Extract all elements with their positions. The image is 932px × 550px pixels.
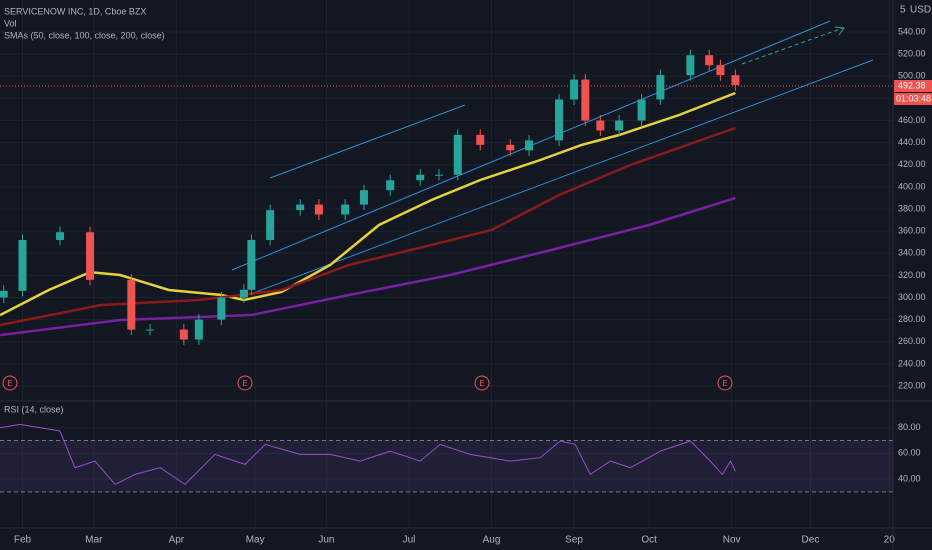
y-tick-label: 340.00 — [898, 248, 926, 258]
y-tick-label: 260.00 — [898, 336, 926, 346]
candle-body — [341, 204, 350, 215]
candle-body — [18, 239, 27, 291]
candle-body — [194, 319, 203, 340]
candle-body — [656, 75, 665, 100]
volume-legend: Vol — [4, 18, 17, 28]
y-tick-label: 40.00 — [898, 473, 921, 483]
candle-body — [239, 289, 248, 298]
earnings-label: E — [242, 379, 247, 388]
x-tick-label: Aug — [483, 535, 501, 546]
earnings-label: E — [479, 379, 484, 388]
y-tick-label: 400.00 — [898, 181, 926, 191]
y-tick-label: 220.00 — [898, 380, 926, 390]
earnings-marker — [474, 375, 490, 391]
candle-body — [525, 140, 534, 151]
candle-body — [56, 232, 65, 240]
last-price-badge — [894, 80, 932, 92]
x-tick-label: May — [246, 535, 265, 546]
x-tick-label: 20 — [884, 535, 896, 546]
y-tick-label: 500.00 — [898, 71, 926, 81]
candle-body — [359, 190, 368, 205]
x-tick-label: Oct — [641, 535, 657, 546]
candle-body — [386, 180, 395, 191]
candle-body — [555, 99, 564, 141]
candle-body — [705, 55, 714, 66]
candle-body — [86, 232, 95, 280]
y-tick-label: 280.00 — [898, 314, 926, 324]
earnings-marker — [237, 375, 253, 391]
x-tick-label: Apr — [169, 535, 185, 546]
sma-line — [0, 126, 736, 327]
candle-body — [637, 99, 646, 121]
rsi-line — [0, 423, 736, 486]
candle-body — [266, 210, 275, 240]
earnings-marker — [717, 375, 733, 391]
candle-body — [247, 239, 256, 290]
plot: 220.00 240.00 260.00 280.00 300.00 320.00 340.… — [0, 26, 926, 546]
sma-line — [0, 91, 736, 317]
candle-body — [686, 55, 695, 76]
rsi-legend: RSI (14, close) — [4, 404, 64, 414]
earnings-label: E — [722, 379, 727, 388]
channel-lower — [239, 59, 874, 299]
sma-legend: SMAs (50, close, 100, close, 200, close) — [4, 30, 165, 40]
y-tick-label: 320.00 — [898, 270, 926, 280]
candle-body — [416, 174, 425, 181]
countdown-badge — [894, 93, 932, 105]
axis-top: 5 — [900, 5, 906, 16]
y-tick-label: 440.00 — [898, 137, 926, 147]
y-tick-label: 380.00 — [898, 203, 926, 213]
candle-body — [596, 120, 605, 131]
y-tick-label: 80.00 — [898, 422, 921, 432]
earnings-marker — [2, 375, 18, 391]
earnings-label: E — [7, 379, 12, 388]
candle-body — [217, 297, 226, 320]
arrow-head — [834, 26, 845, 36]
y-tick-label: 360.00 — [898, 226, 926, 236]
candle-body — [179, 329, 188, 340]
x-tick-label: Jun — [318, 535, 334, 546]
y-tick-label: 240.00 — [898, 358, 926, 368]
currency: USD — [910, 5, 931, 16]
candle-body — [0, 290, 8, 298]
y-tick-label: 60.00 — [898, 448, 921, 458]
candle-body — [296, 204, 305, 211]
candle-body — [731, 75, 740, 86]
candle-body — [506, 144, 515, 151]
grid — [0, 0, 893, 528]
candle-body — [146, 329, 155, 331]
last-price: 492.38 — [898, 80, 926, 90]
candle-body — [314, 204, 323, 215]
rsi-band — [0, 440, 893, 492]
candle-body — [476, 134, 485, 145]
candle-body — [581, 79, 590, 121]
candle-body — [615, 120, 624, 131]
candle-body — [434, 174, 443, 176]
x-tick-label: Feb — [14, 535, 32, 546]
y-tick-label: 300.00 — [898, 292, 926, 302]
x-tick-label: Nov — [723, 535, 741, 546]
y-tick-label: 540.00 — [898, 26, 926, 36]
x-tick-label: Mar — [85, 535, 103, 546]
x-tick-label: Sep — [565, 535, 583, 546]
x-tick-label: Dec — [802, 535, 820, 546]
channel-mid — [269, 104, 466, 179]
x-tick-label: Jul — [403, 535, 416, 546]
y-tick-label: 420.00 — [898, 159, 926, 169]
countdown: 01:03:48 — [896, 93, 931, 103]
candle-body — [570, 79, 579, 100]
candle-body — [127, 279, 136, 330]
candle-body — [453, 134, 462, 175]
sma-line — [0, 196, 736, 337]
y-tick-label: 520.00 — [898, 49, 926, 59]
projection-arrow — [741, 27, 844, 65]
symbol-title: SERVICENOW INC, 1D, Cboe BZX — [4, 6, 146, 16]
candle-body — [716, 65, 725, 76]
y-tick-label: 460.00 — [898, 115, 926, 125]
